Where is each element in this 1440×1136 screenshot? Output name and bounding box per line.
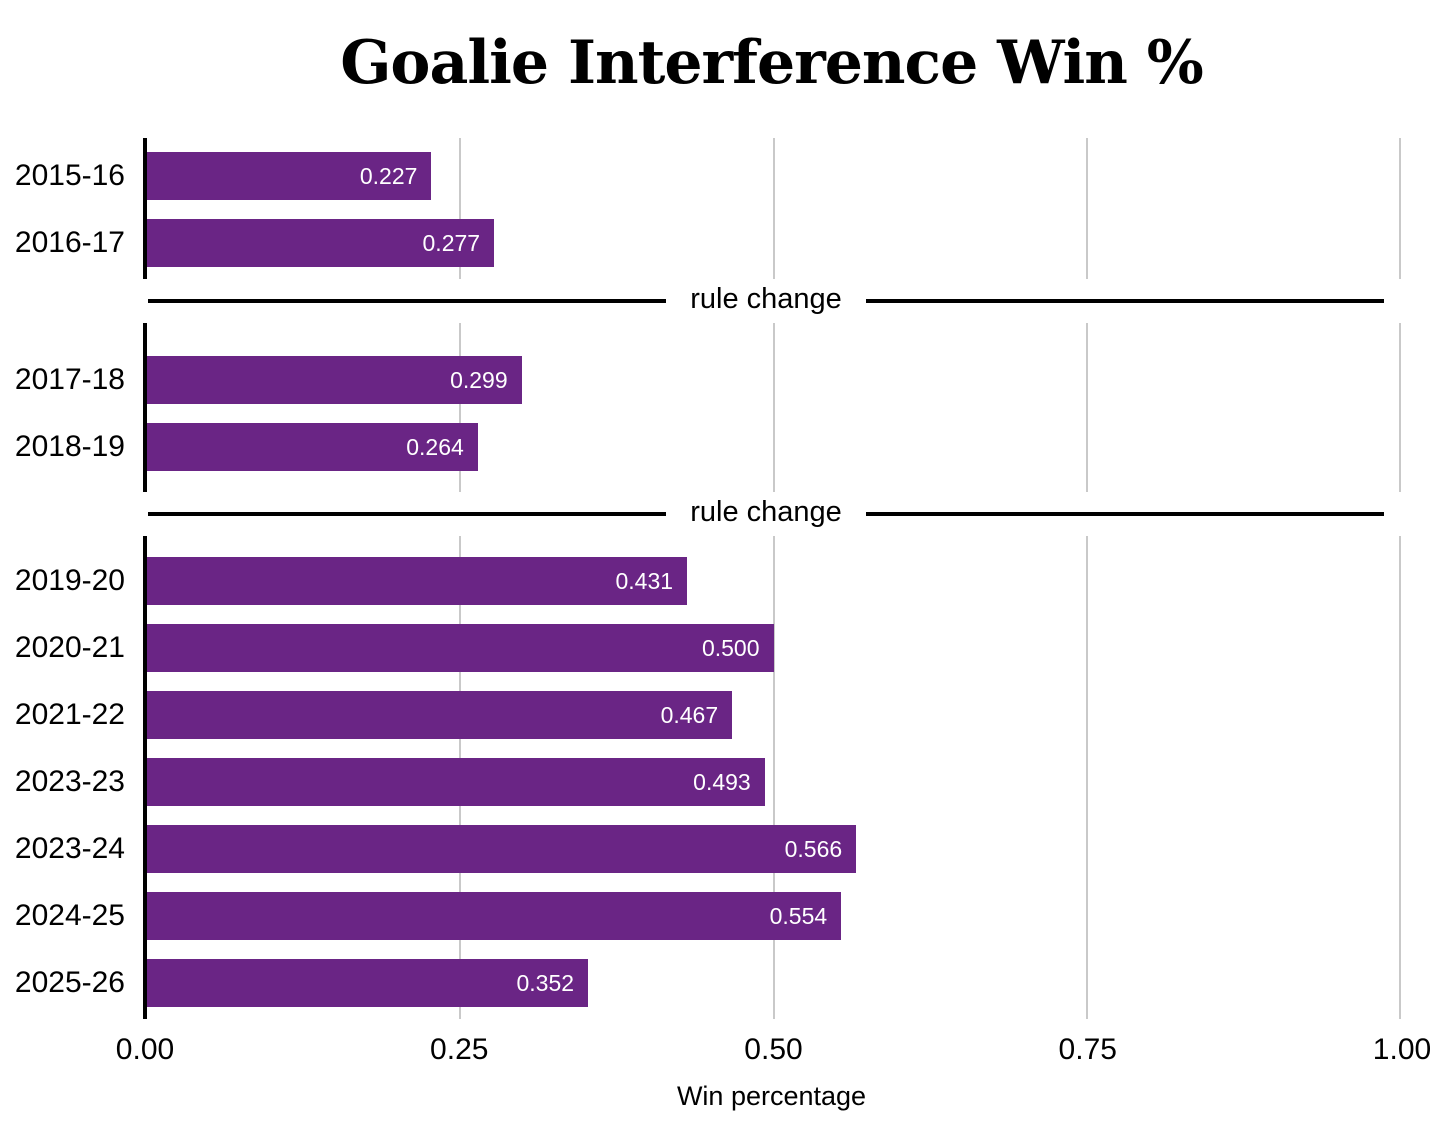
bar-row: 2016-17 0.277 bbox=[15, 219, 1400, 267]
y-tick-label: 2023-24 bbox=[14, 832, 125, 865]
gridline bbox=[772, 536, 775, 1019]
divider-label: rule change bbox=[690, 283, 842, 315]
y-tick-label: 2017-18 bbox=[14, 363, 125, 396]
y-tick-label: 2024-25 bbox=[14, 899, 125, 932]
bar-2024-25: 0.554 bbox=[147, 892, 842, 940]
bar-row: 2015-16 0.227 bbox=[15, 152, 1400, 200]
bar-2017-18: 0.299 bbox=[147, 356, 522, 404]
x-axis: 0.00 0.25 0.50 0.75 1.00 bbox=[116, 1019, 1431, 1073]
plot-area: 2015-16 0.227 2016-17 0.277 rule change 2017-… bbox=[0, 138, 1440, 1019]
y-tick-label: 2016-17 bbox=[14, 226, 125, 259]
rule-change-divider: rule change bbox=[148, 492, 1384, 536]
x-tick-label: 0.75 bbox=[1058, 1033, 1117, 1066]
x-tick-label: 1.00 bbox=[1372, 1033, 1432, 1066]
bar-2021-22: 0.467 bbox=[147, 691, 733, 739]
bar-row: 2017-18 0.299 bbox=[15, 356, 1400, 404]
bar-row: 2023-24 0.566 bbox=[15, 825, 1400, 873]
bar-2023-24: 0.566 bbox=[147, 825, 857, 873]
bar-2020-21: 0.500 bbox=[147, 624, 774, 672]
bar-value-label: 0.227 bbox=[359, 162, 418, 189]
chart-title: Goalie Interference Win % bbox=[340, 28, 1204, 98]
gridline bbox=[459, 323, 462, 492]
bar-row: 2018-19 0.264 bbox=[15, 423, 1400, 471]
x-tick-label: 0.25 bbox=[430, 1033, 489, 1066]
bar-row: 2025-26 0.352 bbox=[15, 959, 1400, 1007]
y-tick-label: 2015-16 bbox=[14, 159, 125, 192]
divider-line bbox=[148, 512, 667, 516]
gridline bbox=[1085, 138, 1088, 279]
gridline bbox=[772, 323, 775, 492]
bar-2015-16: 0.227 bbox=[147, 152, 432, 200]
gridline bbox=[1085, 323, 1088, 492]
bar-value-label: 0.264 bbox=[406, 433, 464, 460]
gridline bbox=[1399, 138, 1401, 279]
y-tick-label: 2020-21 bbox=[14, 631, 125, 664]
chart-section-1: 2017-18 0.299 2018-19 0.264 bbox=[15, 323, 1401, 492]
bar-2016-17: 0.277 bbox=[147, 219, 495, 267]
bar-value-label: 0.493 bbox=[693, 768, 751, 795]
bar-row: 2021-22 0.467 bbox=[15, 691, 1400, 739]
gridline bbox=[1085, 536, 1088, 1019]
gridline bbox=[772, 138, 775, 279]
chart-section-2: 2019-20 0.431 2020-21 0.500 2021-22 0.467 2023… bbox=[15, 536, 1401, 1019]
bar-value-label: 0.500 bbox=[701, 634, 760, 661]
divider-label: rule change bbox=[690, 496, 842, 528]
bar-row: 2019-20 0.431 bbox=[15, 557, 1400, 605]
gridline bbox=[1399, 323, 1401, 492]
bar-value-label: 0.467 bbox=[660, 701, 719, 728]
rule-change-divider: rule change bbox=[148, 279, 1384, 323]
bar-2025-26: 0.352 bbox=[147, 959, 589, 1007]
bar-value-label: 0.431 bbox=[615, 567, 674, 594]
y-tick-label: 2019-20 bbox=[14, 564, 125, 597]
bar-value-label: 0.277 bbox=[422, 229, 481, 256]
bar-row: 2020-21 0.500 bbox=[15, 624, 1400, 672]
x-tick-label: 0.50 bbox=[744, 1033, 803, 1066]
bar-2023-23: 0.493 bbox=[147, 758, 765, 806]
divider-line bbox=[148, 299, 667, 303]
x-axis-label: Win percentage bbox=[676, 1081, 867, 1111]
divider-line bbox=[865, 512, 1384, 516]
y-tick-label: 2025-26 bbox=[14, 966, 125, 999]
chart-header: Goalie Interference Win % bbox=[143, 0, 1400, 138]
chart-section-0: 2015-16 0.227 2016-17 0.277 bbox=[15, 138, 1401, 279]
x-axis-label-wrap: Win percentage bbox=[143, 1081, 1400, 1112]
gridline bbox=[1399, 536, 1401, 1019]
y-tick-label: 2021-22 bbox=[14, 698, 125, 731]
bar-value-label: 0.554 bbox=[769, 902, 828, 929]
y-tick-label: 2018-19 bbox=[14, 430, 125, 463]
bar-row: 2023-23 0.493 bbox=[15, 758, 1400, 806]
bar-row: 2024-25 0.554 bbox=[15, 892, 1400, 940]
bar-2018-19: 0.264 bbox=[147, 423, 478, 471]
bar-value-label: 0.566 bbox=[784, 835, 843, 862]
y-tick-label: 2023-23 bbox=[14, 765, 125, 798]
bar-value-label: 0.352 bbox=[516, 969, 575, 996]
bar-2019-20: 0.431 bbox=[147, 557, 688, 605]
divider-line bbox=[865, 299, 1384, 303]
x-tick-label: 0.00 bbox=[115, 1033, 175, 1066]
gridline bbox=[459, 138, 462, 279]
bar-value-label: 0.299 bbox=[450, 366, 508, 393]
